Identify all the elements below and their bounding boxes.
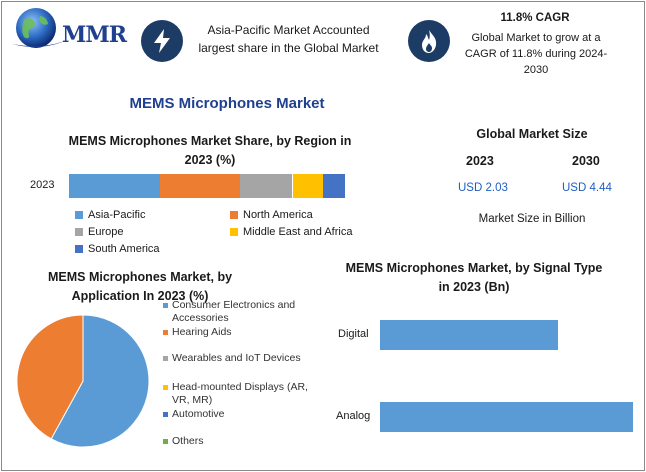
- global-size-title: Global Market Size: [476, 127, 588, 141]
- application-legend-item: Others: [163, 435, 313, 448]
- legend-swatch: [230, 211, 238, 219]
- legend-label: Others: [172, 435, 204, 447]
- year-2030-label: 2030: [572, 154, 600, 168]
- region-bar-segment: [292, 174, 323, 198]
- legend-swatch: [75, 228, 83, 236]
- legend-label: Europe: [88, 226, 124, 238]
- legend-swatch: [163, 439, 168, 444]
- legend-label: Consumer Electronics and Accessories: [172, 299, 296, 324]
- mmr-logo: [12, 8, 84, 48]
- flame-icon: [408, 20, 450, 62]
- application-pie-chart: [16, 315, 150, 448]
- legend-label: Middle East and Africa: [243, 226, 353, 238]
- legend-label: Automotive: [172, 408, 225, 420]
- value-2030: USD 4.44: [562, 182, 612, 194]
- year-2023-label: 2023: [466, 154, 494, 168]
- legend-swatch: [230, 228, 238, 236]
- region-legend-item: North America: [230, 209, 313, 221]
- legend-label: Hearing Aids: [172, 326, 232, 338]
- region-legend-item: Asia-Pacific: [75, 209, 145, 221]
- cagr-title: 11.8% CAGR: [500, 12, 570, 24]
- region-legend-item: Europe: [75, 226, 123, 238]
- region-chart-title: MEMS Microphones Market Share, by Region…: [68, 134, 352, 167]
- region-chart-year-label: 2023: [30, 179, 55, 191]
- value-2023: USD 2.03: [458, 182, 508, 194]
- legend-label: Wearables and IoT Devices: [172, 352, 301, 364]
- region-legend-item: South America: [75, 243, 160, 255]
- signal-chart-title: MEMS Microphones Market, by Signal Type …: [345, 261, 603, 294]
- market-size-unit: Market Size in Billion: [478, 213, 586, 225]
- logo-text: MMR: [62, 22, 127, 48]
- legend-swatch: [75, 245, 83, 253]
- legend-label: Asia-Pacific: [88, 209, 146, 221]
- signal-bar: [380, 320, 559, 350]
- signal-bar: [380, 402, 633, 432]
- application-legend-item: Hearing Aids: [163, 326, 313, 339]
- cagr-description: Global Market to grow at a CAGR of 11.8%…: [464, 32, 608, 76]
- region-bar-segment: [322, 174, 345, 198]
- application-chart-title: MEMS Microphones Market, by Application …: [47, 270, 233, 303]
- region-legend-item: Middle East and Africa: [230, 226, 352, 238]
- application-legend-item: Wearables and IoT Devices: [163, 352, 313, 365]
- region-bar-segment: [160, 174, 241, 198]
- legend-swatch: [163, 412, 168, 417]
- signal-category-label: Analog: [336, 410, 371, 422]
- application-legend-item: Automotive: [163, 408, 313, 421]
- region-bar-segment: [240, 174, 293, 198]
- legend-swatch: [163, 303, 168, 308]
- signal-category-label: Digital: [338, 328, 369, 340]
- application-legend-item: Consumer Electronics and Accessories: [163, 299, 313, 325]
- pie-slice: [16, 315, 84, 440]
- legend-label: Head-mounted Displays (AR, VR, MR): [172, 381, 308, 406]
- legend-swatch: [163, 385, 168, 390]
- application-legend-item: Head-mounted Displays (AR, VR, MR): [163, 381, 313, 407]
- legend-label: North America: [243, 209, 313, 221]
- legend-label: South America: [88, 243, 160, 255]
- legend-swatch: [163, 330, 168, 335]
- legend-swatch: [163, 356, 168, 361]
- legend-swatch: [75, 211, 83, 219]
- pie-slice: [50, 315, 150, 448]
- region-bar-segment: [69, 174, 161, 198]
- region-highlight-text: Asia-Pacific Market Accounted largest sh…: [198, 23, 379, 55]
- lightning-icon: [141, 20, 183, 62]
- main-title: MEMS Microphones Market: [129, 95, 325, 112]
